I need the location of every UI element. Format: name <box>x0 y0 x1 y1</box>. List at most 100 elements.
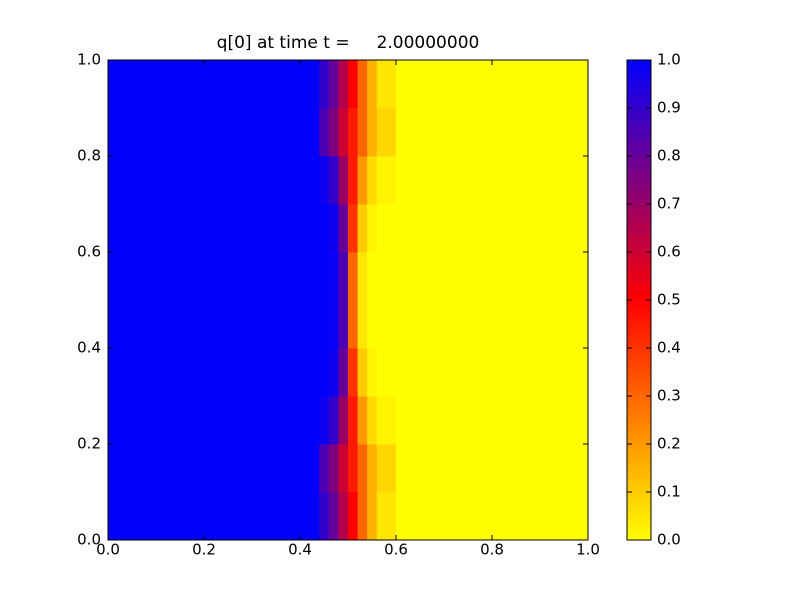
heat-cell <box>357 300 368 349</box>
heat-cell <box>376 108 397 157</box>
heat-cell <box>338 156 349 205</box>
heat-cell <box>348 108 359 157</box>
heat-cell <box>338 444 349 493</box>
heat-cell <box>357 252 368 301</box>
heat-cell <box>376 396 397 445</box>
heat-cell <box>328 204 339 253</box>
heat-cell <box>367 204 378 253</box>
heat-cell <box>396 396 589 445</box>
heat-cell <box>396 156 589 205</box>
y-tick-label: 0.0 <box>77 531 101 549</box>
colorbar-tick-label: 0.4 <box>657 339 681 357</box>
heat-cell <box>319 108 330 157</box>
heat-cell <box>376 204 397 253</box>
heat-cell <box>338 60 349 109</box>
heat-cell <box>108 492 320 541</box>
heat-cell <box>376 252 397 301</box>
heat-cell <box>319 300 330 349</box>
heat-cell <box>376 492 397 541</box>
heat-cell <box>396 492 589 541</box>
heat-cell <box>338 300 349 349</box>
heat-cell <box>367 348 378 397</box>
x-tick-label: 0.4 <box>288 541 312 559</box>
heat-cell <box>338 204 349 253</box>
heat-cell <box>376 60 397 109</box>
heat-cell <box>328 300 339 349</box>
heat-cell <box>328 444 339 493</box>
y-tick-label: 0.8 <box>77 147 101 165</box>
heat-cell <box>396 252 589 301</box>
heat-cell <box>108 396 320 445</box>
y-tick-label: 1.0 <box>77 51 101 69</box>
heat-cell <box>357 60 368 109</box>
heat-cell <box>319 60 330 109</box>
colorbar-tick-label: 0.8 <box>657 147 681 165</box>
heat-cell <box>348 60 359 109</box>
heat-cell <box>338 252 349 301</box>
x-tick-label: 0.6 <box>384 541 408 559</box>
heat-cell <box>328 156 339 205</box>
heat-cell <box>348 300 359 349</box>
heat-cell <box>367 396 378 445</box>
heat-cell <box>338 348 349 397</box>
heat-cell <box>338 396 349 445</box>
heat-cell <box>396 348 589 397</box>
heat-cell <box>108 60 320 109</box>
heat-cell <box>328 348 339 397</box>
colorbar-tick-label: 0.6 <box>657 243 681 261</box>
heat-cell <box>319 348 330 397</box>
heat-cell <box>348 444 359 493</box>
chart-title: q[0] at time t = 2.00000000 <box>217 33 480 53</box>
colorbar-tick-label: 0.1 <box>657 483 681 501</box>
heat-cell <box>357 108 368 157</box>
heat-cell <box>376 444 397 493</box>
y-tick-label: 0.4 <box>77 339 101 357</box>
heat-cell <box>108 444 320 493</box>
heat-cell <box>108 156 320 205</box>
heat-cell <box>396 108 589 157</box>
x-tick-label: 1.0 <box>576 541 600 559</box>
heat-cell <box>319 204 330 253</box>
heat-cell <box>328 492 339 541</box>
heat-cell <box>108 108 320 157</box>
heat-cell <box>338 492 349 541</box>
x-tick-label: 0.8 <box>480 541 504 559</box>
heat-cell <box>376 300 397 349</box>
heat-cell <box>348 348 359 397</box>
heat-cell <box>357 492 368 541</box>
plot-frame <box>107 59 589 541</box>
heat-cell <box>348 204 359 253</box>
colorbar-tick-label: 0.9 <box>657 99 681 117</box>
colorbar-tick-label: 0.7 <box>657 195 681 213</box>
heat-cell <box>396 204 589 253</box>
heat-cell <box>367 156 378 205</box>
heat-cell <box>328 252 339 301</box>
heat-cell <box>108 300 320 349</box>
y-tick-label: 0.2 <box>77 435 101 453</box>
heat-cell <box>357 348 368 397</box>
heat-cell <box>367 492 378 541</box>
colorbar-tick-label: 0.3 <box>657 387 681 405</box>
heat-cell <box>357 156 368 205</box>
heat-cell <box>367 60 378 109</box>
heat-cell <box>348 156 359 205</box>
heat-cell <box>108 348 320 397</box>
x-tick-label: 0.0 <box>96 541 120 559</box>
heat-cell <box>328 60 339 109</box>
colorbar-tick-label: 0.5 <box>657 291 681 309</box>
heat-cell <box>108 252 320 301</box>
colorbar-tick-label: 0.2 <box>657 435 681 453</box>
heat-cell <box>328 108 339 157</box>
heat-cell <box>319 396 330 445</box>
heat-cell <box>396 60 589 109</box>
y-tick-label: 0.6 <box>77 243 101 261</box>
heat-cell <box>396 444 589 493</box>
heat-cell <box>357 204 368 253</box>
heat-cell <box>338 108 349 157</box>
heat-cell <box>348 492 359 541</box>
x-tick-label: 0.2 <box>192 541 216 559</box>
heat-cell <box>319 156 330 205</box>
colorbar-tick-label: 1.0 <box>657 51 681 69</box>
heat-cell <box>348 252 359 301</box>
